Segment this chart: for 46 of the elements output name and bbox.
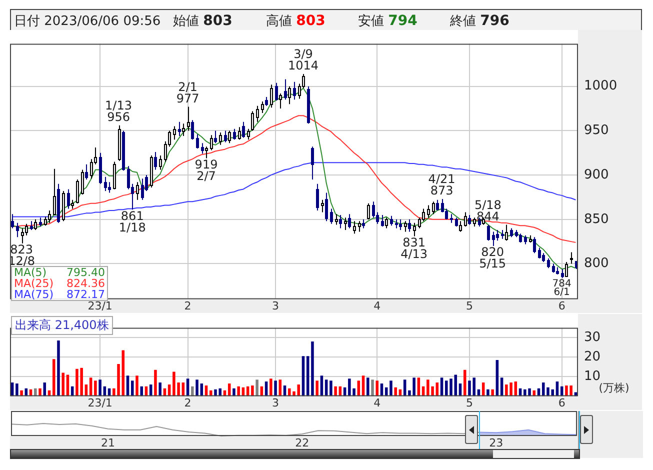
x-tick-label: 6 [558,396,566,410]
text: MA(75) [14,288,54,301]
x-tick-label: 3 [272,396,280,410]
text: MA(25) [14,277,54,290]
y-tick-label: 900 [584,167,609,182]
text: 安値 794 [358,12,418,30]
annotation: 831 4/13 [400,235,428,261]
text: 始値 803 [173,12,232,30]
y-tick-label: 10 [584,369,601,384]
text: MA(5) [14,266,47,279]
y-tick-label: 20 [584,349,601,364]
x-tick-label: 5 [466,396,473,410]
x-tick-label: 2 [184,396,192,410]
text: 終値 796 [450,12,510,30]
x-tick-label: 3 [272,300,280,313]
x-tick-label: 4 [374,300,381,313]
x-tick-label: 6 [558,300,566,313]
annotation: 5/18 844 [474,198,502,224]
y-tick-label: 800 [584,256,609,272]
annotation: 820 5/15 [479,245,506,271]
y-axis-title: (万株) [598,382,630,395]
x-tick-label: 23/1 [88,300,112,313]
y-tick-label: 850 [584,212,609,227]
x-tick-label: 2 [184,300,192,313]
annotation: 1/13 956 [105,98,132,124]
y-tick-label: 950 [584,123,609,138]
x-tick-label: 22 [295,436,310,450]
annotation: 795.40 [66,266,105,279]
x-tick-label: 23 [489,436,504,450]
annotation: 784 6/1 [552,278,572,298]
annotation: 2/1 977 [176,80,200,106]
annotation: 919 2/7 [194,157,218,183]
x-tick-label: 5 [466,300,473,313]
annotation: 4/21 873 [428,172,456,198]
y-tick-label: 30 [584,330,601,345]
annotation: 872.17 [66,288,105,301]
x-tick-label: 21 [101,436,116,450]
chart-title: 出来高 21,400株 [11,316,113,335]
annotation: 861 1/18 [118,208,146,234]
annotation: 824.36 [66,277,105,290]
text: 日付 2023/06/06 09:56 [14,13,161,30]
x-tick-label: 23/1 [88,396,112,410]
text: 高値 803 [266,12,326,30]
x-tick-label: 4 [374,396,381,410]
annotation: 3/9 1014 [288,47,319,73]
y-tick-label: 1000 [584,78,618,94]
